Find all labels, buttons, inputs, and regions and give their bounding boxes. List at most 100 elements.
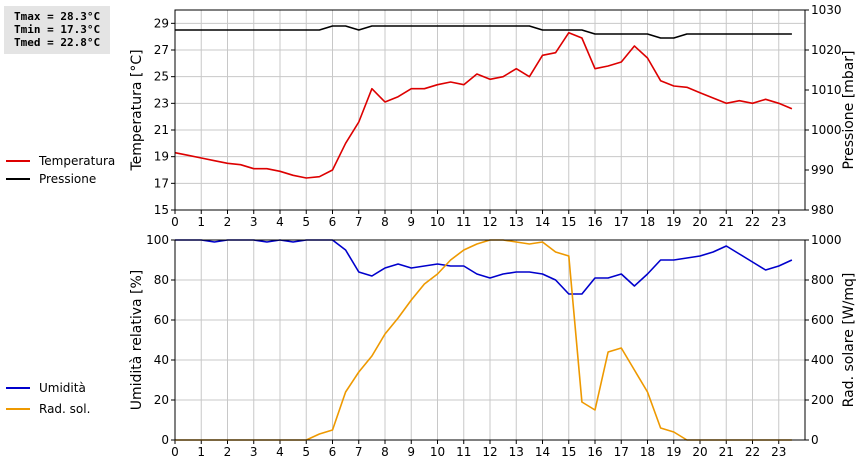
tmax-label: Tmax = 28.3°C xyxy=(14,10,101,23)
y-tick-label: 17 xyxy=(154,176,169,190)
tmed-label: Tmed = 22.8°C xyxy=(14,36,101,49)
x-tick-label: 18 xyxy=(640,215,655,229)
series-line-primary xyxy=(175,239,793,295)
legend-radsol: Rad. sol. xyxy=(6,402,90,416)
plot-frame xyxy=(174,9,806,211)
x-tick-label: 4 xyxy=(276,215,284,229)
x-tick-label: 10 xyxy=(430,215,445,229)
x-tick-label: 1 xyxy=(197,215,205,229)
y-axis-label: Umidità relativa [%] xyxy=(129,270,145,411)
y-right-tick-label: 800 xyxy=(811,273,834,287)
humidity-radiation-chart: 0 1 2 3 4 5 6 7 8 9 10 11 12 13 14 15 16 17 18 19 20 21 22 2302… xyxy=(129,233,857,459)
x-tick-label: 23 xyxy=(771,445,786,459)
x-tick-label: 12 xyxy=(482,445,497,459)
y-right-tick-label: 600 xyxy=(811,313,834,327)
x-tick-label: 16 xyxy=(587,215,602,229)
temperature-pressure-chart: 0 1 2 3 4 5 6 7 8 9 10 11 12 13 14 15 16 17 18 19 20 21 22 2315… xyxy=(129,3,857,229)
x-tick-label: 6 xyxy=(329,445,337,459)
y-tick-label: 100 xyxy=(146,233,169,247)
x-tick-label: 23 xyxy=(771,215,786,229)
x-tick-label: 5 xyxy=(302,445,310,459)
grid xyxy=(174,10,805,211)
x-tick-label: 2 xyxy=(224,215,232,229)
series-line-secondary xyxy=(175,239,792,441)
series-line-secondary xyxy=(175,25,792,39)
x-tick-label: 3 xyxy=(250,445,258,459)
y-right-axis-label: Pressione [mbar] xyxy=(841,50,857,169)
y-right-tick-label: 1020 xyxy=(811,43,842,57)
y-tick-label: 21 xyxy=(154,123,169,137)
x-tick-label: 20 xyxy=(692,215,707,229)
x-tick-label: 7 xyxy=(355,215,363,229)
y-right-tick-label: 400 xyxy=(811,353,834,367)
y-tick-label: 20 xyxy=(154,393,169,407)
x-tick-label: 5 xyxy=(302,215,310,229)
x-tick-label: 16 xyxy=(587,445,602,459)
x-tick-label: 8 xyxy=(381,215,389,229)
y-axis-label: Temperatura [°C] xyxy=(129,49,145,171)
x-tick-label: 1 xyxy=(197,445,205,459)
y-tick-label: 19 xyxy=(154,150,169,164)
y-tick-label: 23 xyxy=(154,96,169,110)
legend-swatch-temperatura xyxy=(6,160,30,162)
x-tick-label: 15 xyxy=(561,445,576,459)
x-tick-label: 19 xyxy=(666,215,681,229)
legend-label-radsol: Rad. sol. xyxy=(39,402,91,416)
legend-swatch-radsol xyxy=(6,408,30,410)
grid xyxy=(174,239,805,441)
y-right-tick-label: 1030 xyxy=(811,3,842,17)
legend-pressione: Pressione xyxy=(6,172,96,186)
x-tick-label: 2 xyxy=(224,445,232,459)
x-tick-label: 0 xyxy=(171,445,179,459)
legend-umidita: Umidità xyxy=(6,381,86,395)
y-tick-label: 0 xyxy=(161,433,169,447)
x-tick-label: 17 xyxy=(614,215,629,229)
x-tick-label: 13 xyxy=(509,215,524,229)
legend-swatch-pressione xyxy=(6,178,30,180)
x-tick-label: 20 xyxy=(692,445,707,459)
y-right-tick-label: 980 xyxy=(811,203,834,217)
x-tick-label: 9 xyxy=(407,445,415,459)
y-right-axis-label: Rad. solare [W/mq] xyxy=(841,273,857,408)
x-tick-label: 14 xyxy=(535,215,550,229)
x-tick-label: 17 xyxy=(614,445,629,459)
y-tick-label: 15 xyxy=(154,203,169,217)
x-tick-label: 0 xyxy=(171,215,179,229)
x-tick-label: 8 xyxy=(381,445,389,459)
stats-box: Tmax = 28.3°C Tmin = 17.3°C Tmed = 22.8°… xyxy=(4,6,110,54)
x-tick-label: 21 xyxy=(719,445,734,459)
y-right-tick-label: 200 xyxy=(811,393,834,407)
x-tick-label: 4 xyxy=(276,445,284,459)
x-tick-label: 19 xyxy=(666,445,681,459)
y-tick-label: 40 xyxy=(154,353,169,367)
x-tick-label: 22 xyxy=(745,215,760,229)
y-tick-label: 80 xyxy=(154,273,169,287)
y-tick-label: 25 xyxy=(154,70,169,84)
y-right-tick-label: 990 xyxy=(811,163,834,177)
legend-temperatura: Temperatura xyxy=(6,154,115,168)
x-tick-label: 3 xyxy=(250,215,258,229)
x-tick-label: 11 xyxy=(456,215,471,229)
x-tick-label: 6 xyxy=(329,215,337,229)
y-tick-label: 60 xyxy=(154,313,169,327)
x-tick-label: 18 xyxy=(640,445,655,459)
series-line-primary xyxy=(174,31,793,179)
x-tick-label: 9 xyxy=(407,215,415,229)
x-tick-label: 15 xyxy=(561,215,576,229)
y-right-tick-label: 0 xyxy=(811,433,819,447)
legend-label-pressione: Pressione xyxy=(39,172,97,186)
x-tick-label: 13 xyxy=(509,445,524,459)
x-tick-label: 12 xyxy=(482,215,497,229)
y-tick-label: 29 xyxy=(154,16,169,30)
legend-label-temperatura: Temperatura xyxy=(39,154,116,168)
x-tick-label: 7 xyxy=(355,445,363,459)
x-tick-label: 10 xyxy=(430,445,445,459)
y-right-tick-label: 1000 xyxy=(811,123,842,137)
x-tick-label: 22 xyxy=(745,445,760,459)
x-tick-label: 11 xyxy=(456,445,471,459)
y-tick-label: 27 xyxy=(154,43,169,57)
legend-swatch-umidita xyxy=(6,387,30,389)
x-tick-label: 21 xyxy=(719,215,734,229)
legend-label-umidita: Umidità xyxy=(39,381,86,395)
